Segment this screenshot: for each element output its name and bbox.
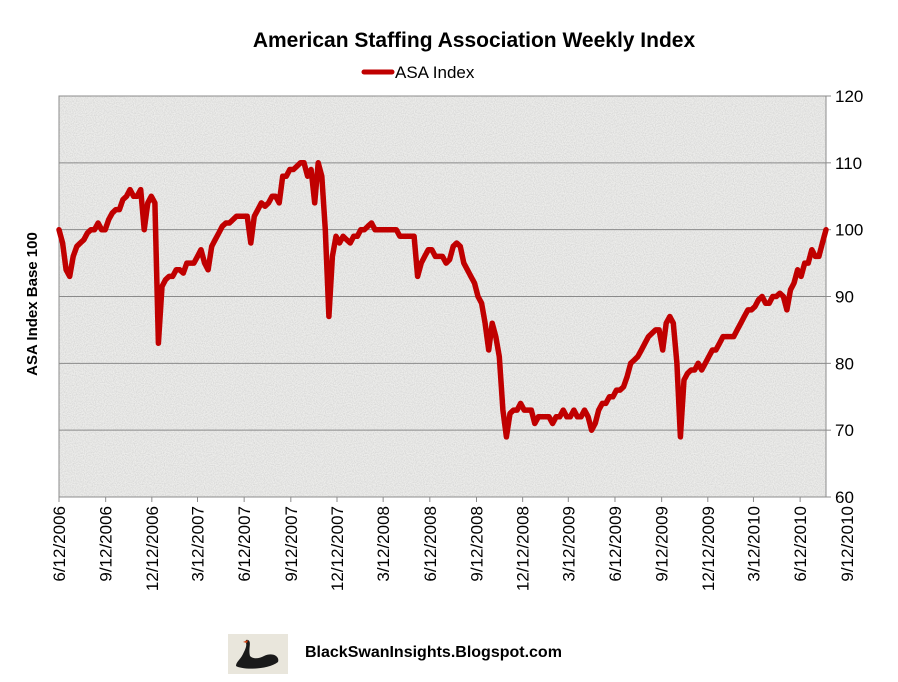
x-tick-label: 6/12/2008: [421, 506, 440, 582]
x-tick-label: 9/12/2008: [467, 506, 486, 582]
x-tick-label: 9/12/2010: [838, 506, 857, 582]
y-tick-label: 110: [835, 154, 862, 173]
x-tick-label: 9/12/2009: [653, 506, 672, 582]
x-tick-label: 9/12/2006: [97, 506, 116, 582]
x-tick-label: 6/12/2007: [235, 506, 254, 582]
plot-border: [58, 95, 827, 498]
x-tick-label: 6/12/2006: [50, 506, 69, 582]
y-axis-label: ASA Index Base 100: [24, 232, 41, 376]
y-tick-label: 80: [835, 354, 854, 373]
x-tick-label: 3/12/2010: [744, 506, 763, 582]
series-line-asa-index: [56, 160, 829, 440]
x-tick-label: 3/12/2007: [188, 506, 207, 582]
x-tick-label: 12/12/2009: [699, 506, 718, 591]
legend: ASA Index: [361, 63, 475, 82]
x-tick-label: 3/12/2009: [559, 506, 578, 582]
x-tick-marks: [58, 497, 848, 502]
chart-title: American Staffing Association Weekly Ind…: [253, 29, 696, 52]
x-tick-label: 6/12/2010: [791, 506, 810, 582]
swan-icon: [236, 639, 279, 669]
gridlines: [59, 95, 831, 498]
x-tick-label: 12/12/2008: [514, 506, 533, 591]
y-tick-label: 90: [835, 288, 854, 307]
plot-area: [56, 95, 848, 502]
x-tick-labels: 6/12/2006 9/12/2006 12/12/2006 3/12/2007 6/1…: [50, 506, 857, 591]
x-tick-label: 12/12/2007: [328, 506, 347, 591]
y-tick-labels: 60 70 80 90 100 110 120: [835, 87, 863, 507]
swan-beak-icon: [243, 640, 248, 643]
x-tick-label: 3/12/2008: [374, 506, 393, 582]
y-tick-label: 120: [835, 87, 863, 106]
x-tick-label: 12/12/2006: [143, 506, 162, 591]
swan-logo: [228, 634, 288, 674]
y-tick-label: 60: [835, 488, 854, 507]
y-tick-label: 100: [835, 221, 863, 240]
x-tick-label: 9/12/2007: [282, 506, 301, 582]
y-tick-label: 70: [835, 421, 854, 440]
credit-text: BlackSwanInsights.Blogspot.com: [305, 644, 562, 661]
legend-label: ASA Index: [395, 63, 475, 82]
x-tick-label: 6/12/2009: [606, 506, 625, 582]
